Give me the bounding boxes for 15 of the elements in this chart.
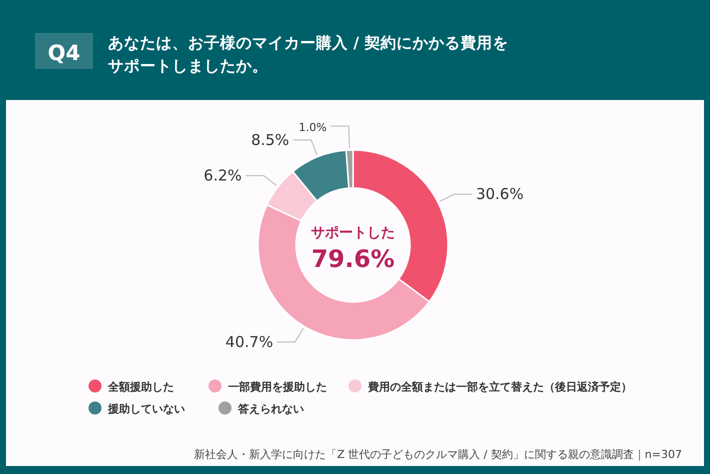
data-label: 40.7% bbox=[225, 333, 274, 352]
legend-label: 答えられない bbox=[237, 402, 304, 416]
legend-label: 全額援助した bbox=[107, 380, 174, 394]
chart-subtitle: Q4 bbox=[48, 41, 80, 65]
text: サポートした bbox=[311, 225, 395, 241]
data-label: 1.0% bbox=[298, 121, 327, 134]
legend-label: 費用の全額または一部を立て替えた（後日返済予定） bbox=[367, 380, 632, 394]
data-label: 30.6% bbox=[476, 185, 524, 204]
data-label: 6.2% bbox=[204, 166, 242, 185]
legend-label: 援助していない bbox=[107, 402, 185, 416]
chart-title: あなたは、お子様のマイカー購入 / 契約にかかる費用をサポートしましたか。 bbox=[108, 34, 508, 75]
legend-label: 一部費用を援助した bbox=[228, 380, 327, 394]
data-label: 8.5% bbox=[251, 131, 290, 150]
text: 79.6% bbox=[311, 245, 395, 273]
text: 新社会人・新入学に向けた「Z 世代の子どものクルマ購入 / 契約」に関する親の意識調査｜n=307 bbox=[194, 448, 682, 461]
